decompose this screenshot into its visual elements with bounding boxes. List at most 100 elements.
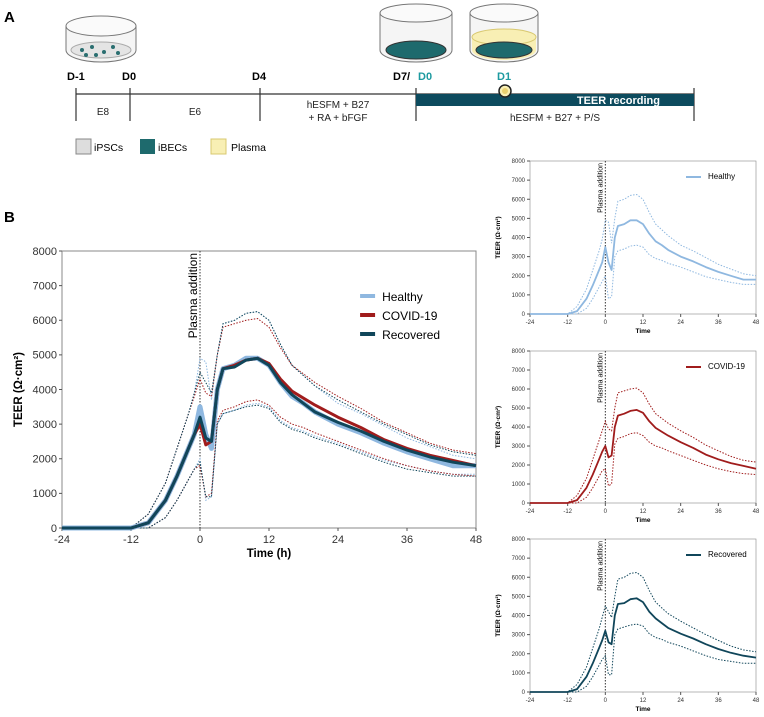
lower-bound-line-recovered: [62, 404, 476, 529]
teer-chart-covid-19: 0 1000 2000 3000 4000 5000 6000 7000 8000 -24 -12 0…: [495, 349, 760, 524]
legend-plasma: Plasma: [231, 142, 266, 154]
x-tick-label: 0: [604, 320, 608, 326]
day-label: D0: [418, 71, 432, 83]
y-tick-label: 2000: [33, 454, 57, 466]
x-axis-label: Time (h): [247, 548, 292, 560]
y-tick-label: 8000: [512, 537, 526, 543]
lower-bound-line-covid-19: [62, 399, 477, 529]
x-tick-label: 0: [604, 698, 608, 704]
legend-label: COVID-19: [382, 309, 438, 323]
plasma-addition-annotation: Plasma addition: [186, 253, 200, 338]
ipscs-swatch-icon: [75, 138, 92, 155]
y-tick-label: 7000: [512, 178, 526, 184]
y-tick-label: 3000: [512, 255, 526, 261]
plasma-addition-annotation: Plasma addition: [597, 541, 604, 591]
y-tick-label: 6000: [33, 315, 57, 327]
legend-ibecs: iBECs: [158, 142, 187, 154]
mean-line-covid-19: [530, 409, 757, 504]
x-tick-label: 24: [677, 509, 684, 515]
teer-recording-label: TEER recording: [577, 95, 660, 107]
lower-bound-line-healthy: [62, 402, 476, 529]
y-tick-label: 1000: [33, 488, 57, 500]
y-tick-label: 1000: [512, 671, 526, 677]
mean-line-healthy: [62, 355, 476, 531]
legend-label: Recovered: [382, 328, 440, 342]
x-tick-label: -12: [563, 509, 572, 515]
y-tick-label: 1000: [512, 482, 526, 488]
x-tick-label: -12: [563, 698, 572, 704]
x-tick-label: 36: [401, 534, 413, 546]
y-tick-label: 8000: [33, 246, 57, 258]
plot-frame: [529, 538, 757, 693]
x-tick-label: -24: [54, 534, 70, 546]
y-tick-label: 0: [51, 523, 57, 535]
y-tick-label: 4000: [33, 384, 57, 396]
y-axis-label: TEER (Ω·cm²): [495, 406, 502, 448]
upper-bound-line-healthy: [530, 193, 757, 315]
main-teer-chart: 0 1000 2000 3000 4000 5000 6000 7000 8000 -24 -12 0…: [13, 246, 482, 560]
x-axis-label: Time: [635, 328, 650, 335]
x-tick-label: 24: [677, 698, 684, 704]
lower-bound-line-covid-19: [530, 432, 757, 504]
x-tick-label: 48: [753, 509, 760, 515]
upper-bound-line-covid-19: [530, 387, 757, 504]
x-tick-label: 24: [332, 534, 344, 546]
y-tick-label: 2000: [512, 274, 526, 280]
y-tick-label: 0: [522, 312, 526, 318]
day-label: D-1: [67, 71, 85, 83]
plasma-addition-annotation: Plasma addition: [597, 163, 604, 213]
mean-line-recovered: [530, 597, 757, 693]
stage-label: E8: [97, 107, 110, 118]
day-label: D7/: [393, 71, 410, 83]
legend-ipscs: iPSCs: [94, 142, 123, 154]
y-tick-label: 6000: [512, 575, 526, 581]
legend-label: Healthy: [382, 290, 423, 304]
y-tick-label: 2000: [512, 463, 526, 469]
y-axis-label: TEER (Ω·cm²): [495, 216, 502, 258]
stage-label: + RA + bFGF: [309, 113, 368, 124]
x-tick-label: 0: [604, 509, 608, 515]
x-axis-label: Time: [635, 517, 650, 524]
upper-bound-line-recovered: [530, 571, 757, 693]
x-tick-label: 36: [715, 509, 722, 515]
y-tick-label: 2000: [512, 652, 526, 658]
x-tick-label: -12: [563, 320, 572, 326]
day-label: D0: [122, 71, 136, 83]
y-tick-label: 1000: [512, 293, 526, 299]
dish-ipscs-icon: [65, 15, 137, 63]
y-tick-label: 7000: [512, 368, 526, 374]
x-tick-label: -24: [526, 698, 535, 704]
ibecs-swatch-icon: [140, 139, 155, 154]
y-tick-label: 6000: [512, 197, 526, 203]
legend-label: Healthy: [708, 172, 735, 181]
y-tick-label: 5000: [512, 406, 526, 412]
y-tick-label: 4000: [512, 425, 526, 431]
legend-label: COVID-19: [708, 362, 745, 371]
y-axis-label: TEER (Ω·cm²): [495, 594, 502, 636]
x-tick-label: 12: [263, 534, 275, 546]
upper-bound-line-healthy: [62, 311, 477, 529]
x-tick-label: 48: [470, 534, 482, 546]
y-tick-label: 3000: [33, 419, 57, 431]
y-tick-label: 0: [522, 501, 526, 507]
y-axis-label: TEER (Ω·cm²): [13, 352, 25, 427]
x-tick-label: -24: [526, 509, 535, 515]
legend-label: Recovered: [708, 550, 747, 559]
y-tick-label: 6000: [512, 387, 526, 393]
y-tick-label: 5000: [33, 350, 57, 362]
panel-b-label: B: [4, 209, 15, 226]
y-tick-label: 0: [522, 690, 526, 696]
day-label: D1: [497, 71, 511, 83]
x-tick-label: 48: [753, 698, 760, 704]
mean-line-covid-19: [62, 356, 477, 530]
dish-plasma-icon: [469, 3, 539, 63]
x-tick-label: 24: [677, 320, 684, 326]
upper-bound-line-covid-19: [62, 317, 477, 529]
x-tick-label: 48: [753, 320, 760, 326]
y-tick-label: 8000: [512, 349, 526, 355]
x-tick-label: -12: [123, 534, 139, 546]
teer-recording-bar: [416, 94, 694, 106]
panel-a-label: A: [4, 9, 15, 26]
